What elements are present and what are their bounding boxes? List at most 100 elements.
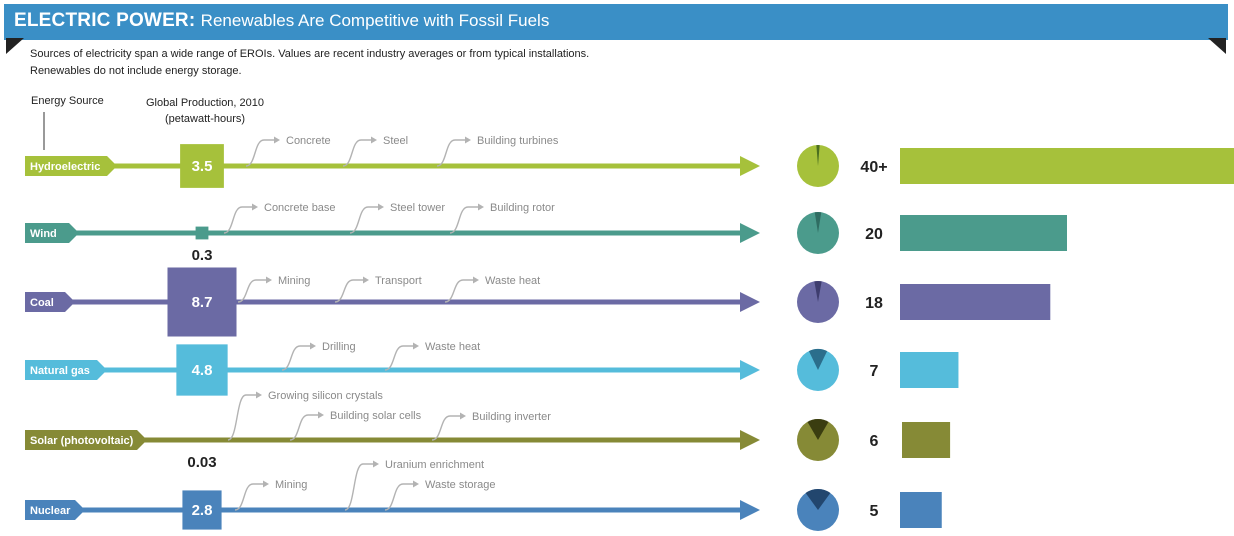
eroi-label-0: 40+: [860, 159, 887, 176]
energy-source-header: Energy Source: [31, 95, 104, 107]
flow-line-3: [70, 367, 742, 373]
eroi-pie-slice-3: [808, 349, 828, 370]
flow-arrowhead-2: [740, 292, 760, 312]
branch-arrow-0-1: [371, 136, 377, 144]
eroi-label-2: 18: [865, 295, 883, 312]
description-line-2: Renewables do not include energy storage…: [30, 65, 242, 77]
branch-line-0-2: [436, 139, 465, 167]
eroi-pie-slice-1: [814, 212, 822, 233]
production-value-2: 8.7: [192, 294, 213, 311]
source-tag-1: [25, 223, 79, 243]
chart-title-sub: Renewables Are Competitive with Fossil F…: [200, 11, 550, 30]
eroi-pie-slice-4: [807, 419, 829, 440]
branch-arrow-5-1: [373, 460, 379, 468]
branch-arrow-0-0: [274, 136, 280, 144]
source-tag-0: [25, 156, 117, 176]
chart-description: Sources of electricity span a wide range…: [30, 46, 730, 80]
branch-line-0-0: [245, 139, 274, 167]
flow-line-0: [70, 163, 742, 169]
step-label-0-1: Steel: [383, 135, 408, 147]
branch-arrow-4-0: [256, 391, 262, 399]
step-label-3-1: Waste heat: [425, 341, 480, 353]
branch-arrow-2-2: [473, 276, 479, 284]
flow-line-1: [70, 230, 742, 236]
banner-fold-left: [6, 38, 24, 54]
branch-line-3-0: [281, 345, 310, 371]
production-header-line-1: Global Production, 2010: [145, 97, 265, 109]
source-label-4: Solar (photovoltaic): [30, 435, 134, 447]
flow-line-4: [70, 437, 742, 443]
eroi-bar-0: [900, 148, 1234, 184]
step-label-1-2: Building rotor: [490, 202, 555, 214]
branch-line-1-2: [449, 206, 478, 234]
step-label-5-0: Mining: [275, 479, 307, 491]
branch-line-4-0: [227, 394, 256, 441]
eroi-pie-slice-0: [816, 145, 820, 166]
flow-arrowhead-5: [740, 500, 760, 520]
production-box-3: [176, 344, 228, 396]
source-tag-3: [25, 360, 107, 380]
step-label-2-2: Waste heat: [485, 275, 540, 287]
step-label-0-0: Concrete: [286, 135, 331, 147]
eroi-bar-5: [900, 492, 942, 528]
branch-line-4-2: [431, 415, 460, 441]
branch-arrow-4-1: [318, 411, 324, 419]
eroi-pie-slice-5: [805, 489, 831, 510]
branch-line-2-0: [237, 279, 266, 303]
title-banner: [4, 4, 1228, 40]
step-label-0-2: Building turbines: [477, 135, 559, 147]
production-value-4: 0.03: [187, 454, 216, 471]
description-line-1: Sources of electricity span a wide range…: [30, 48, 590, 60]
branch-line-2-2: [444, 279, 473, 303]
production-box-5: [182, 490, 222, 530]
branch-arrow-1-1: [378, 203, 384, 211]
step-label-4-1: Building solar cells: [330, 410, 422, 422]
production-box-2: [167, 267, 237, 337]
flow-arrowhead-0: [740, 156, 760, 176]
eroi-pie-slice-2: [814, 281, 822, 302]
chart-title-main: ELECTRIC POWER:: [14, 10, 196, 31]
flow-line-5: [70, 507, 742, 513]
flow-arrowhead-3: [740, 360, 760, 380]
source-label-2: Coal: [30, 297, 54, 309]
source-label-5: Nuclear: [30, 505, 71, 517]
source-tag-4: [25, 430, 147, 450]
branch-line-2-1: [334, 279, 363, 303]
step-label-4-0: Growing silicon crystals: [268, 390, 383, 402]
flow-arrowhead-4: [740, 430, 760, 450]
source-tag-5: [25, 500, 85, 520]
eroi-bar-1: [900, 215, 1067, 251]
step-label-2-0: Mining: [278, 275, 310, 287]
eroi-label-5: 5: [870, 503, 879, 520]
step-label-1-1: Steel tower: [390, 202, 445, 214]
banner-fold-right: [1208, 38, 1226, 54]
chart-title: ELECTRIC POWER: Renewables Are Competiti…: [14, 10, 549, 32]
branch-line-4-1: [289, 414, 318, 441]
eroi-bar-3: [900, 352, 959, 388]
eroi-bar-2: [900, 284, 1051, 320]
branch-arrow-2-1: [363, 276, 369, 284]
branch-arrow-2-0: [266, 276, 272, 284]
eroi-label-1: 20: [865, 226, 883, 243]
production-value-5: 2.8: [192, 502, 213, 519]
production-value-3: 4.8: [192, 362, 213, 379]
branch-arrow-3-1: [413, 342, 419, 350]
production-box-1: [195, 226, 209, 240]
branch-arrow-5-0: [263, 480, 269, 488]
flow-line-2: [70, 299, 742, 305]
branch-arrow-0-2: [465, 136, 471, 144]
step-label-4-2: Building inverter: [472, 411, 551, 423]
eroi-label-3: 7: [870, 363, 879, 380]
source-label-0: Hydroelectric: [30, 161, 100, 173]
production-box-4: [199, 437, 205, 443]
branch-arrow-3-0: [310, 342, 316, 350]
branch-arrow-5-2: [413, 480, 419, 488]
branch-arrow-4-2: [460, 412, 466, 420]
step-label-5-1: Uranium enrichment: [385, 459, 484, 471]
production-value-0: 3.5: [192, 158, 213, 175]
source-label-1: Wind: [30, 228, 57, 240]
branch-arrow-1-0: [252, 203, 258, 211]
branch-line-1-0: [223, 206, 252, 234]
branch-line-1-1: [349, 206, 378, 234]
